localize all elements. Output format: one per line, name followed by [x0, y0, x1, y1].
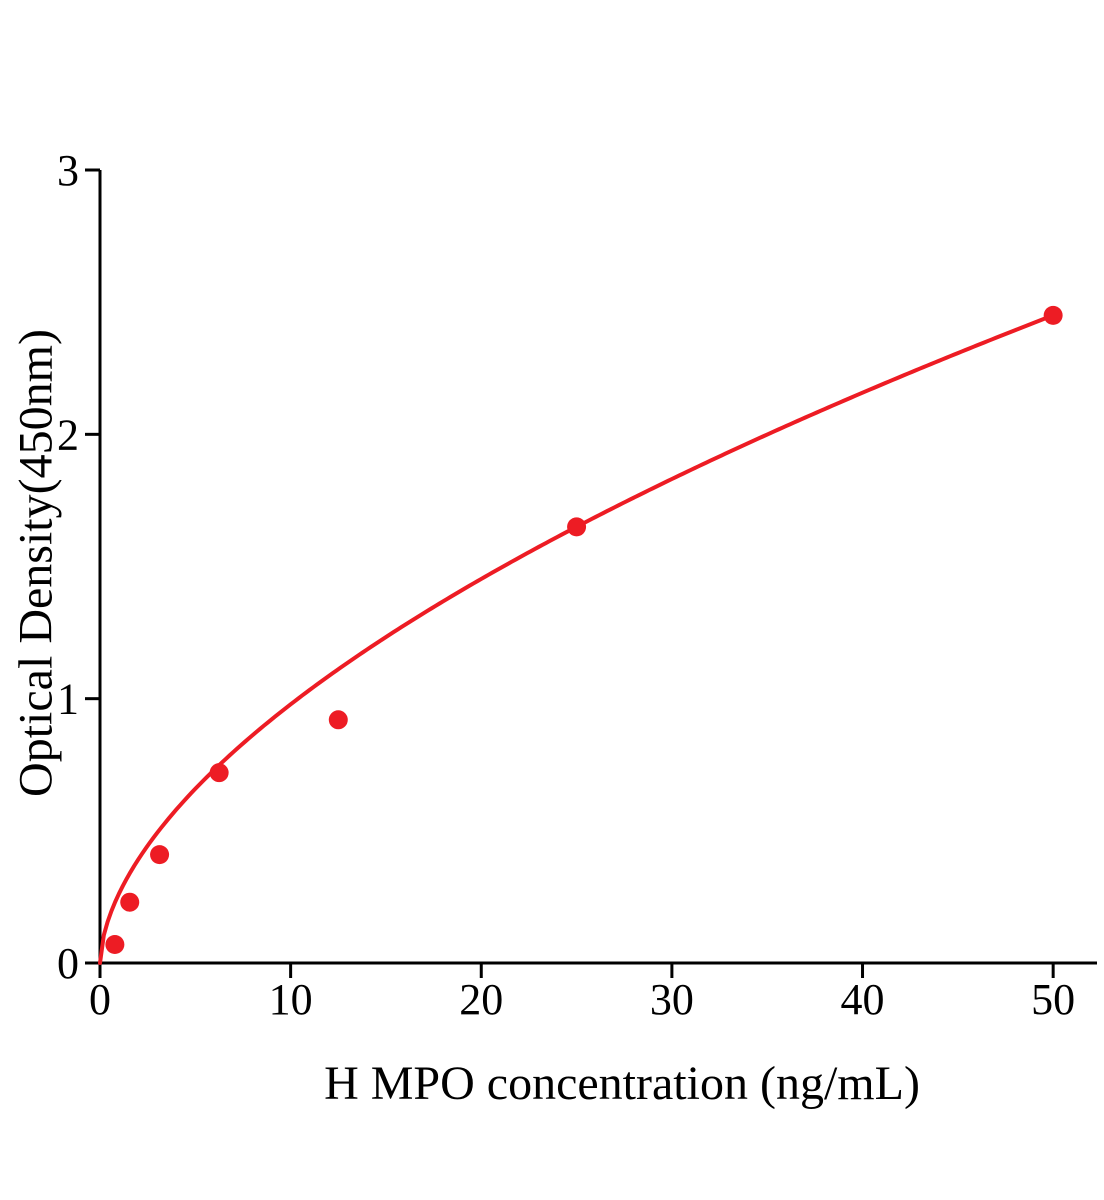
- x-tick-label: 50: [1031, 975, 1075, 1024]
- x-tick-label: 40: [841, 975, 885, 1024]
- data-point: [1043, 305, 1063, 325]
- data-points: [105, 305, 1063, 954]
- y-axis-label: Optical Density(450nm): [9, 329, 63, 797]
- data-point: [150, 845, 170, 865]
- data-point: [120, 892, 140, 912]
- x-axis: 0 10 20 30 40 50: [89, 961, 1097, 1024]
- x-tick-label: 30: [650, 975, 694, 1024]
- x-tick-label: 0: [89, 975, 111, 1024]
- data-point: [328, 710, 348, 730]
- x-tick-label: 20: [459, 975, 503, 1024]
- y-axis: 0 1 2 3: [57, 146, 102, 988]
- y-tick-label: 0: [57, 939, 79, 988]
- x-tick-label: 10: [269, 975, 313, 1024]
- x-axis-label: H MPO concentration (ng/mL): [324, 1057, 920, 1110]
- fit-curve: [98, 313, 1056, 965]
- data-point: [209, 763, 229, 783]
- data-point: [105, 935, 125, 954]
- data-point: [567, 517, 587, 537]
- y-tick-label: 3: [57, 146, 79, 195]
- y-tick-label: 1: [57, 675, 79, 724]
- y-tick-label: 2: [57, 410, 79, 459]
